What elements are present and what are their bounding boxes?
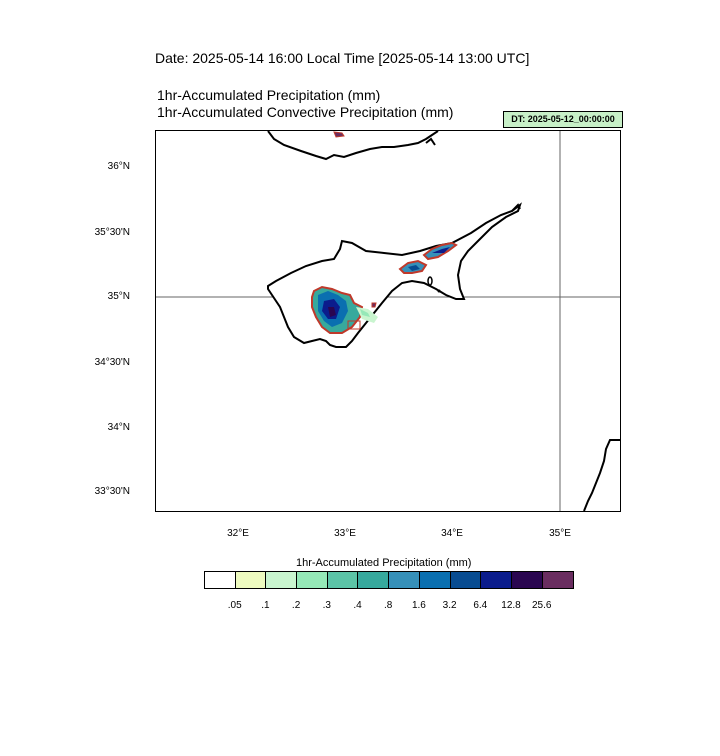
colorbar-label: .3 [322, 600, 331, 611]
lat-label: 34°N [107, 422, 130, 433]
coastline-point [437, 289, 441, 293]
coastline-levant [583, 439, 620, 511]
variable-title-convective: 1hr-Accumulated Convective Precipitation… [157, 104, 454, 120]
lat-label: 35°30'N [94, 227, 130, 238]
colorbar-label: 3.2 [442, 600, 457, 611]
coastline-islet [427, 276, 433, 286]
lat-label: 33°30'N [94, 486, 130, 497]
precip-core-kyrenia-west [408, 265, 420, 271]
colorbar-label: .2 [291, 600, 301, 611]
colorbar-swatch [511, 572, 543, 588]
colorbar-label: 6.4 [473, 600, 488, 611]
colorbar-label: 1.6 [411, 600, 426, 611]
colorbar-swatch [419, 572, 451, 588]
colorbar-swatch [235, 572, 267, 588]
lon-label: 33°E [334, 528, 356, 539]
colorbar-swatch [297, 572, 328, 588]
colorbar-swatch [481, 572, 512, 588]
dt-badge: DT: 2025-05-12_00:00:00 [503, 111, 623, 128]
colorbar-title: 1hr-Accumulated Precipitation (mm) [296, 557, 472, 569]
lon-label: 35°E [549, 528, 571, 539]
colorbar-label: .1 [261, 600, 270, 611]
variable-title-precip: 1hr-Accumulated Precipitation (mm) [157, 87, 381, 103]
lon-label: 32°E [227, 528, 249, 539]
coastline-turkey [267, 131, 439, 161]
coastline-turkey-fragment [425, 137, 436, 146]
colorbar-label: 25.6 [531, 600, 552, 611]
precip-core-kyrenia-east [432, 247, 450, 253]
colorbar-swatch [389, 572, 420, 588]
map-panel [155, 130, 621, 512]
colorbar-swatch [327, 572, 359, 588]
precip-core-troodos-max [328, 307, 336, 317]
colorbar-swatch [358, 572, 390, 588]
lat-label: 35°N [107, 291, 130, 302]
precip-drizzle-band-inner [360, 309, 370, 317]
colorbar-label: 12.8 [501, 600, 521, 611]
colorbar-swatch [205, 572, 236, 588]
colorbar [204, 571, 575, 589]
lat-label: 34°30'N [94, 357, 130, 368]
coastline-cyprus [267, 202, 522, 348]
colorbar-swatch [266, 572, 298, 588]
date-title: Date: 2025-05-14 16:00 Local Time [2025-… [155, 50, 530, 66]
colorbar-label: .8 [384, 600, 393, 611]
precip-cell-isolated [371, 302, 377, 308]
precip-cell-outline [347, 320, 361, 330]
lon-label: 34°E [441, 528, 463, 539]
colorbar-swatch [542, 572, 574, 588]
colorbar-label: .4 [353, 600, 362, 611]
precip-cell-north [333, 131, 345, 138]
coastline-cape [511, 203, 521, 212]
lat-label: 36°N [107, 161, 130, 172]
colorbar-label: .05 [227, 600, 242, 611]
map-canvas [156, 131, 620, 511]
colorbar-swatch [450, 572, 482, 588]
